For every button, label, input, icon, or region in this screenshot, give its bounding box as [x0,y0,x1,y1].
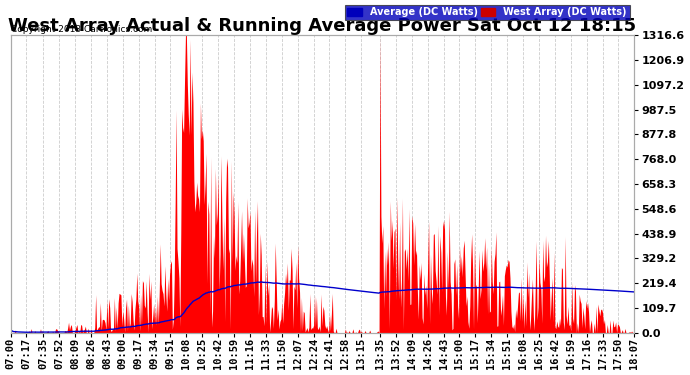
Text: Copyright 2013 Cartronics.com: Copyright 2013 Cartronics.com [11,25,152,34]
Title: West Array Actual & Running Average Power Sat Oct 12 18:15: West Array Actual & Running Average Powe… [8,17,637,35]
Legend: Average (DC Watts), West Array (DC Watts): Average (DC Watts), West Array (DC Watts… [344,4,629,20]
